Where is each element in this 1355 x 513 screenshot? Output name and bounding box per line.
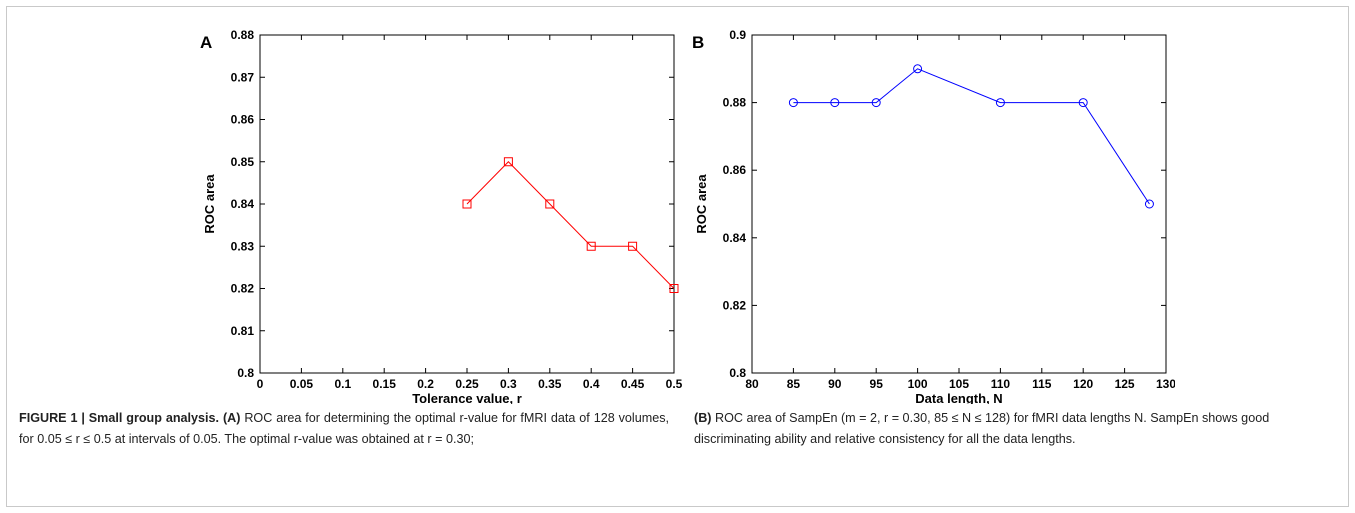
- chartb-data-point: [995, 98, 1005, 108]
- charta-xtick-label: 0.25: [455, 377, 479, 391]
- chartb-xtick-label: 95: [870, 377, 884, 391]
- chartb-series-line: [793, 68, 1150, 205]
- charta-data-point: [545, 199, 555, 209]
- chartb-ytick-label: 0.8: [729, 366, 746, 380]
- chartb-ylabel: ROC area: [694, 174, 709, 234]
- caption-text-a: ROC area for determining the optimal r-v…: [19, 411, 669, 446]
- charta-data-point: [586, 241, 596, 251]
- chartb-xtick-label: 90: [828, 377, 842, 391]
- chartb-xtick-label: 120: [1073, 377, 1093, 391]
- charta-series-line: [466, 161, 675, 289]
- charta-xtick-label: 0.05: [290, 377, 314, 391]
- chartb-ytick-label: 0.88: [723, 96, 747, 110]
- charta-ytick-label: 0.85: [231, 155, 255, 169]
- panel-a: A 0.8 0.81 0.82 0.83 0.84 0.85 0.86 0.87 0.88 0 0.0…: [188, 18, 683, 406]
- caption-ref-a: (A): [222, 411, 241, 425]
- caption-right: (B) ROC area of SampEn (m = 2, r = 0.30,…: [694, 408, 1334, 450]
- charta-data-point: [462, 199, 472, 209]
- charta-panel-label: A: [200, 33, 212, 52]
- charta-data-point: [669, 284, 679, 293]
- charta-data-point: [628, 241, 638, 251]
- chartb-data-point: [1078, 98, 1088, 108]
- caption-ref-b: (B): [694, 411, 712, 425]
- chartb-xtick-label: 80: [745, 377, 759, 391]
- chartb-xtick-label: 110: [991, 377, 1011, 391]
- charta-xlabel: Tolerance value, r: [412, 391, 522, 404]
- charta-ytick-label: 0.84: [231, 197, 255, 211]
- charta-ytick-label: 0.81: [231, 324, 255, 338]
- charta-data-point: [503, 157, 513, 167]
- chartb-data-point: [913, 64, 923, 74]
- chartb-data-point: [1144, 199, 1154, 209]
- chart-b: B 0.8 0.82 0.84 0.86 0.88 0.9 80 85 90 95 100 105 110…: [692, 28, 1176, 406]
- chartb-xtick-label: 125: [1115, 377, 1135, 391]
- chartb-ytick-label: 0.86: [723, 163, 747, 177]
- charta-ylabel: ROC area: [202, 174, 217, 234]
- charta-xtick-label: 0.3: [500, 377, 517, 391]
- caption-lead: FIGURE 1 | Small group analysis.: [19, 411, 220, 425]
- charta-xtick-label: 0.4: [583, 377, 600, 391]
- chartb-panel-label: B: [692, 33, 704, 52]
- charta-ytick-label: 0.88: [231, 28, 255, 42]
- panel-b: B 0.8 0.82 0.84 0.86 0.88 0.9 80 85 90 95 100 105 110…: [680, 18, 1176, 406]
- charta-xtick-label: 0.5: [666, 377, 683, 391]
- chartb-ytick-label: 0.82: [723, 298, 747, 312]
- caption-text-b: ROC area of SampEn (m = 2, r = 0.30, 85 …: [694, 411, 1270, 446]
- chartb-xlabel: Data length, N: [915, 391, 1002, 404]
- chartb-xtick-label: 130: [1156, 377, 1175, 391]
- charta-xtick-label: 0.45: [621, 377, 645, 391]
- caption-left: FIGURE 1 | Small group analysis. (A) ROC…: [19, 408, 669, 450]
- charta-xtick-label: 0: [257, 377, 264, 391]
- chartb-data-point: [788, 98, 798, 108]
- chartb-ytick-label: 0.9: [729, 28, 746, 42]
- chart-a: A 0.8 0.81 0.82 0.83 0.84 0.85 0.86 0.87 0.88 0 0.0…: [200, 28, 683, 406]
- charta-ytick-label: 0.82: [231, 282, 255, 296]
- chartb-xtick-label: 115: [1032, 377, 1052, 391]
- charta-ytick-label: 0.8: [237, 366, 254, 380]
- charta-ytick-label: 0.86: [231, 113, 255, 127]
- charta-xtick-label: 0.15: [373, 377, 397, 391]
- chartb-xtick-label: 100: [908, 377, 928, 391]
- charta-ytick-label: 0.87: [231, 70, 255, 84]
- chartb-ytick-label: 0.84: [723, 231, 747, 245]
- charta-xtick-label: 0.2: [417, 377, 434, 391]
- chartb-data-point: [871, 98, 881, 108]
- chartb-xtick-label: 105: [949, 377, 969, 391]
- figure-frame: [6, 6, 1349, 507]
- charta-xtick-label: 0.1: [334, 377, 351, 391]
- chartb-data-point: [830, 98, 840, 108]
- charta-ytick-label: 0.83: [231, 239, 255, 253]
- charta-xtick-label: 0.35: [538, 377, 562, 391]
- chartb-xtick-label: 85: [787, 377, 801, 391]
